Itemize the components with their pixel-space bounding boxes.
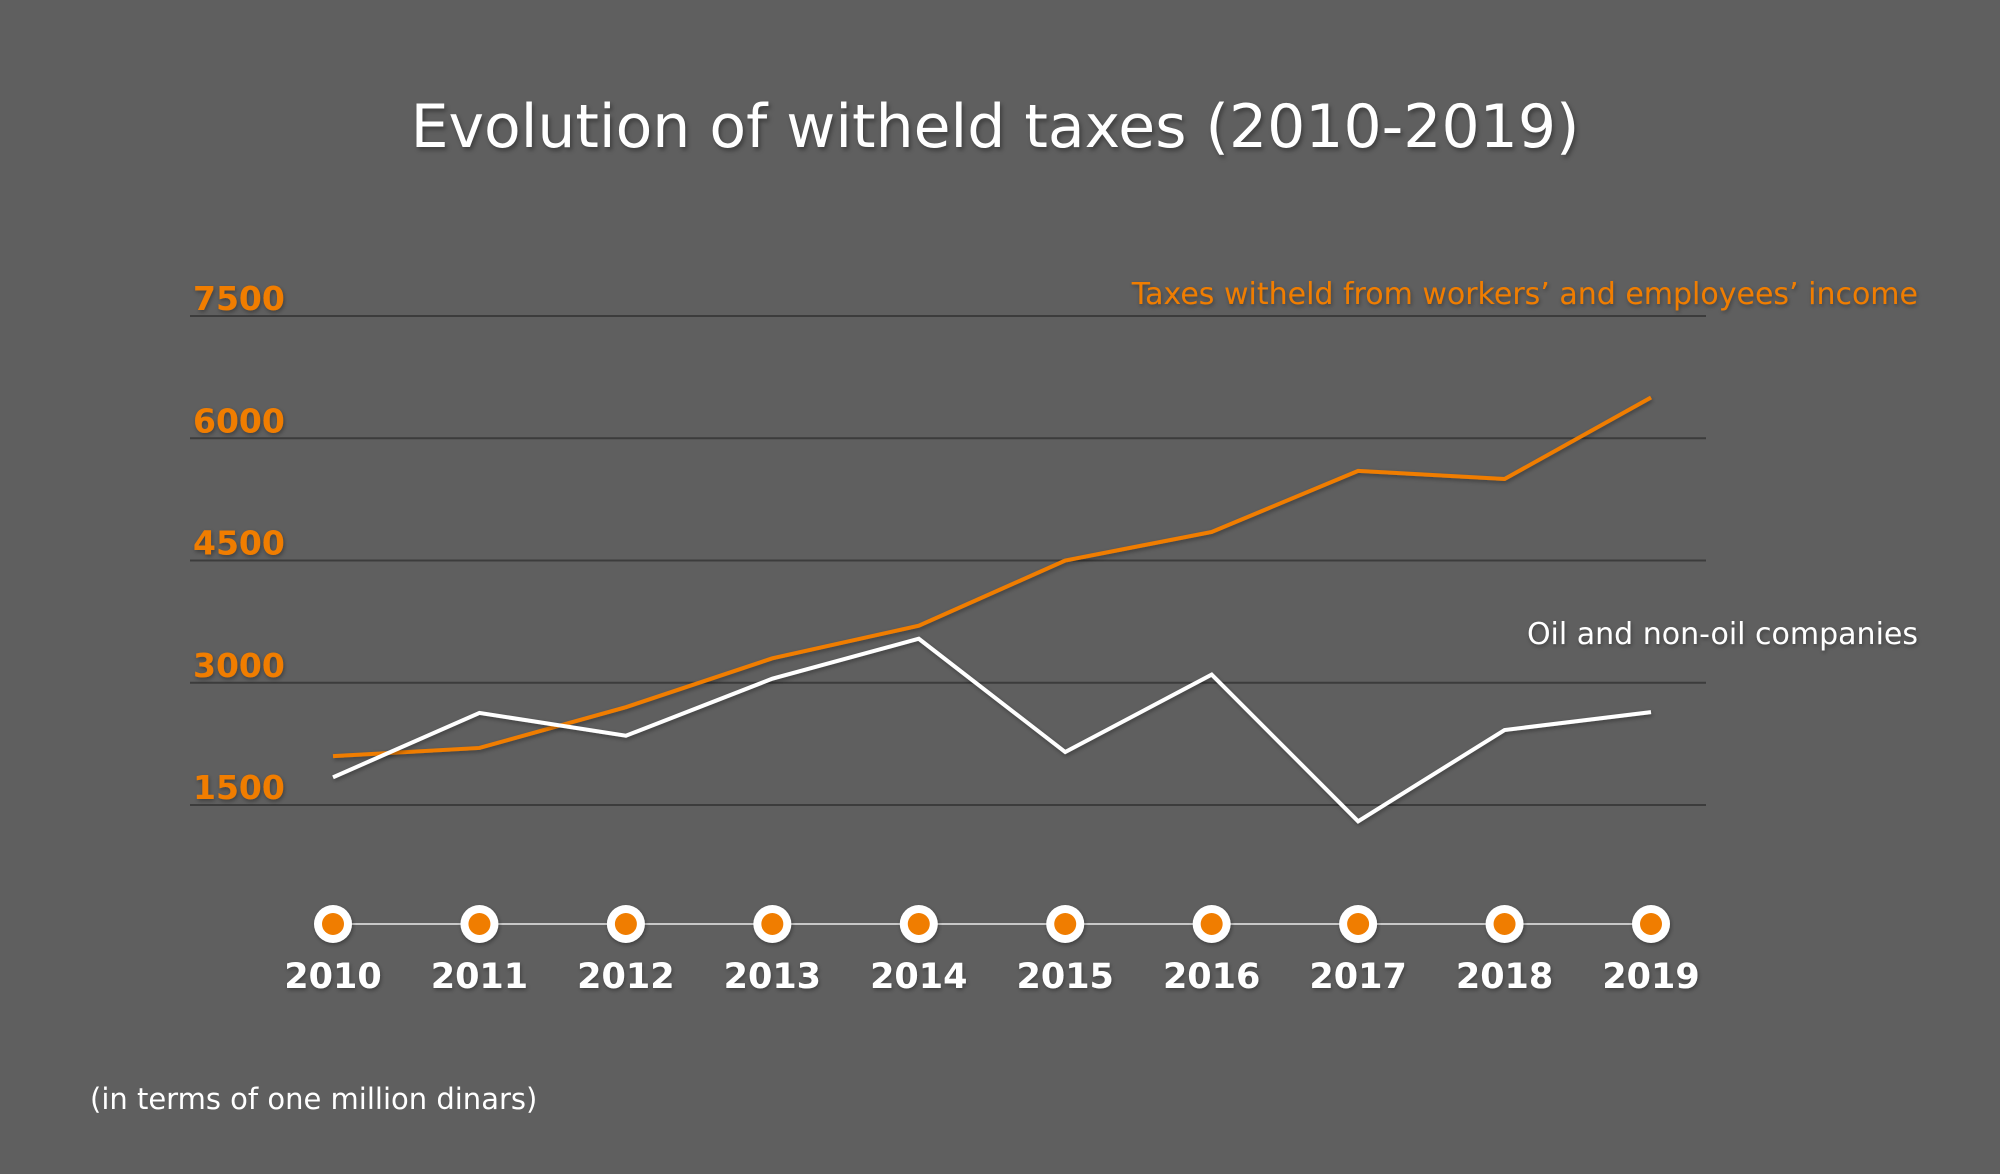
series-label-0: Taxes witheld from workers’ and employee… [1131, 277, 1918, 312]
timeline-marker-dot [907, 913, 930, 935]
x-tick-label: 2014 [870, 957, 967, 997]
timeline-marker-dot [468, 913, 491, 935]
timeline-marker-dot [761, 913, 784, 935]
x-tick-label: 2013 [724, 957, 821, 997]
timeline-marker-dot [1493, 913, 1516, 935]
grid-lines [190, 315, 1706, 806]
series-labels: Taxes witheld from workers’ and employee… [1131, 277, 1918, 652]
timeline-marker-dot [1200, 913, 1223, 935]
x-tick-label: 2012 [577, 957, 674, 997]
series-lines [332, 395, 1652, 824]
units-note: (in terms of one million dinars) [90, 1082, 538, 1116]
x-tick-label: 2018 [1456, 957, 1553, 997]
x-tick-label: 2011 [431, 957, 528, 997]
x-tick-label: 2015 [1017, 957, 1114, 997]
y-tick-label: 7500 [193, 279, 285, 318]
timeline-marker-dot [614, 913, 637, 935]
y-tick-label: 6000 [193, 401, 285, 440]
x-axis-timeline: 2010 2011 2012 2013 2014 2015 2016 2017 2018 2019 [284, 905, 1700, 997]
x-tick-label: 2016 [1163, 957, 1260, 997]
x-tick-label: 2017 [1309, 957, 1406, 997]
timeline-marker-dot [1054, 913, 1077, 935]
timeline-marker-dot [1347, 913, 1370, 935]
y-axis-ticks: 7500 6000 4500 3000 1500 [193, 279, 285, 807]
x-tick-label: 2019 [1602, 957, 1699, 997]
series-label-1: Oil and non-oil companies [1527, 617, 1918, 652]
chart-title: Evolution of witheld taxes (2010-2019) [410, 92, 1580, 162]
x-tick-label: 2010 [284, 957, 381, 997]
series-line-0 [332, 395, 1652, 759]
timeline-marker-dot [1640, 913, 1662, 935]
y-tick-label: 3000 [193, 646, 285, 685]
series-line-1 [332, 636, 1652, 824]
y-tick-label: 4500 [193, 524, 285, 563]
y-tick-label: 1500 [193, 768, 285, 807]
timeline-marker-dot [322, 913, 344, 935]
